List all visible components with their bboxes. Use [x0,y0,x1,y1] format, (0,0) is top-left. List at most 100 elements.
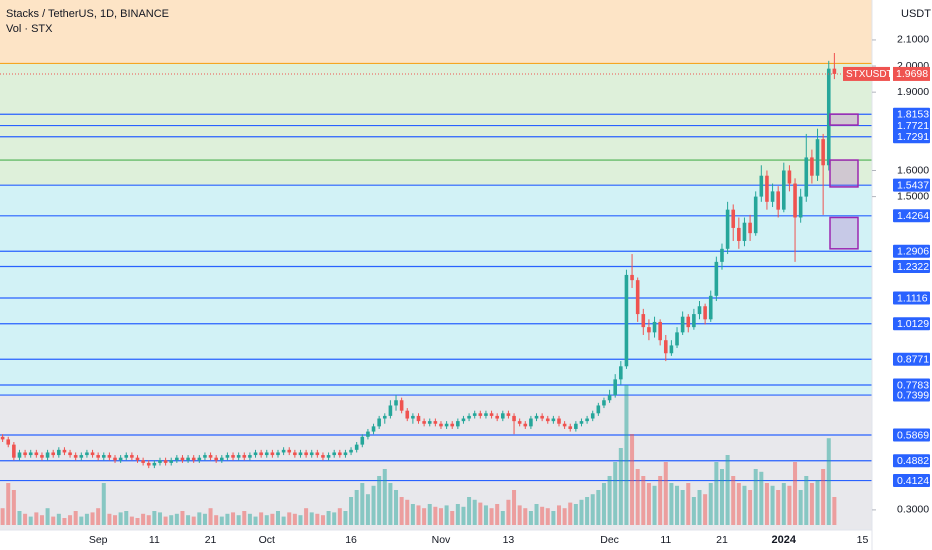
candle-body [478,413,483,416]
x-tick-label: 21 [205,534,217,546]
candle-body [377,418,381,427]
volume-bar [658,476,663,525]
candle-body [826,68,831,166]
candle-body [680,316,685,333]
x-tick-label: 16 [345,534,357,546]
candle-body [163,460,168,463]
candle-body [765,175,769,202]
volume-bar [276,511,280,525]
volume-bar [236,515,241,525]
volume-bar [545,508,550,525]
volume-bar [107,513,112,525]
candle-body [545,418,550,422]
volume-bar [770,485,775,525]
volume-bar [399,497,404,525]
axis-labels: 2.10002.00001.90001.60001.50000.30001.81… [0,34,930,546]
volume-bar [680,490,685,525]
volume-bar [478,502,483,525]
volume-bar [793,462,798,525]
volume-bar [264,515,269,525]
x-tick-label: Sep [89,534,108,546]
volume-bar [337,508,342,525]
volume-bar [11,490,16,525]
candle-body [293,452,297,456]
candle-body [433,421,438,424]
time-axis [0,530,872,550]
x-tick-label: 11 [149,534,160,546]
volume-bar [309,512,314,525]
level-label: 1.7291 [897,131,929,143]
candle-body [489,413,494,416]
x-tick-label: 21 [716,534,728,546]
candle-body [652,321,657,333]
volume-bar [365,494,370,525]
candle-body [349,449,353,453]
candle-body [382,415,387,419]
volume-bar [388,483,393,525]
volume-bar [568,502,573,525]
candle-body [366,431,370,437]
candle-body [686,316,691,328]
volume-bar [725,455,730,525]
volume-bar [45,508,50,525]
candle-body [399,400,404,411]
level-label-bg [893,474,930,488]
volume-bar [225,513,230,525]
volume-bar [202,513,207,525]
level-label: 0.5869 [897,429,929,441]
candle-body [73,455,78,458]
volume-bar [607,476,612,525]
volume-bar [96,508,101,525]
chart-title: Stacks / TetherUS, 1D, BINANCE [6,8,169,20]
plot-area [0,53,872,525]
candle-body [484,413,488,416]
x-tick-label: 13 [503,534,515,546]
volume-bar [34,512,39,525]
volume-bar [562,508,567,525]
candle-body [523,423,528,427]
candle-body [742,222,747,241]
candle-body [51,452,55,456]
volume-bar [495,504,500,525]
volume-bar [186,515,191,525]
candle-body [787,170,792,184]
volume-bar [422,508,427,525]
candle-body [770,191,775,202]
volume-bar [197,512,202,525]
volume-bar [573,504,578,525]
candle-body [798,196,803,218]
level-label: 0.8771 [897,354,929,366]
volume-bar [714,462,719,525]
x-tick-label: 15 [857,534,869,546]
volume-bar [686,483,691,525]
candle-body [737,227,741,241]
symbol-label-bg [843,66,890,81]
candle-body [96,455,100,458]
candle-body [332,452,336,456]
candle-body [360,436,365,445]
symbol-label: STXUSDT [846,69,893,80]
volume-bar [776,490,781,525]
candle-body [79,455,84,458]
volume-bar [590,494,595,525]
volume-bar [270,513,275,525]
volume-bar [180,511,185,525]
x-tick-label: Nov [432,534,451,546]
candle-body [276,452,280,456]
level-label-bg [893,388,930,402]
x-tick-label: Oct [259,534,275,546]
volume-bar [169,515,174,525]
candle-body [175,457,179,461]
candle-body [725,209,730,249]
candle-body [675,332,679,346]
subtitle: Vol · STX [6,23,53,35]
candle-body [270,452,275,456]
candle-body [731,209,736,228]
candle-body [287,449,292,453]
volume-bar [601,483,606,525]
candle-body [45,452,50,458]
candle-body [191,457,196,461]
level-label-bg [893,352,930,366]
level-label-bg [893,291,930,305]
candle-body [405,410,410,419]
